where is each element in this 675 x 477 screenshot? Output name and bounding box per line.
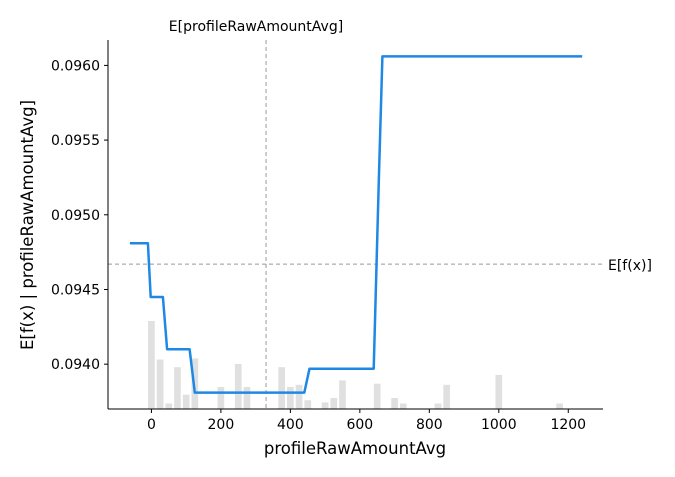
y-tick-label-0: 0.0940 — [51, 357, 100, 373]
histogram-bar-19 — [434, 403, 442, 409]
x-tick-label-1: 200 — [208, 417, 235, 433]
expected-output-label: E[f(x)] — [608, 258, 652, 274]
pdp-line — [129, 55, 583, 394]
y-tick-label-4: 0.0960 — [51, 58, 100, 74]
y-axis-label: E[f(x) | profileRawAmountAvg] — [18, 100, 37, 350]
histogram-bar-2 — [165, 403, 173, 409]
y-tick-label-3: 0.0955 — [51, 133, 100, 149]
y-tick-label-2: 0.0950 — [51, 208, 100, 224]
reference-lines — [108, 40, 603, 409]
histogram-bar-20 — [443, 384, 451, 409]
histogram-bar-9 — [278, 367, 286, 409]
histogram-bar-6 — [217, 387, 225, 409]
histogram-bar-4 — [182, 394, 190, 409]
histogram-bar-0 — [148, 321, 155, 409]
histogram-bar-3 — [174, 367, 181, 409]
histogram-bar-15 — [339, 380, 346, 409]
x-tick-label-3: 600 — [346, 417, 373, 433]
x-tick-label-2: 400 — [277, 417, 304, 433]
histogram-bar-16 — [373, 383, 381, 409]
histogram-bar-21 — [495, 374, 503, 409]
histogram-bar-18 — [399, 403, 407, 409]
histogram-bars — [148, 321, 563, 409]
axes: 0 200 400 600 800 1000 1200 0.0940 0.0945 0.0950 0… — [51, 40, 603, 433]
y-tick-label-1: 0.0945 — [51, 282, 100, 298]
expected-feature-label: E[profileRawAmountAvg] — [169, 19, 343, 35]
histogram-bar-17 — [391, 398, 398, 409]
histogram-bar-22 — [556, 403, 563, 409]
histogram-bar-7 — [234, 363, 242, 409]
histogram-bar-13 — [321, 402, 329, 409]
x-axis-label: profileRawAmountAvg — [264, 439, 446, 458]
histogram-bar-1 — [156, 359, 164, 409]
histogram-bar-11 — [295, 384, 303, 409]
pdp-line-layer — [129, 55, 583, 394]
x-tick-label-4: 800 — [416, 417, 443, 433]
x-tick-label-0: 0 — [147, 417, 156, 433]
histogram-bar-14 — [330, 398, 338, 409]
x-tick-label-6: 1200 — [550, 417, 586, 433]
histogram-bar-10 — [287, 387, 294, 409]
x-tick-label-5: 1000 — [481, 417, 517, 433]
histogram-bar-8 — [243, 387, 251, 409]
histogram-bar-12 — [304, 400, 312, 409]
